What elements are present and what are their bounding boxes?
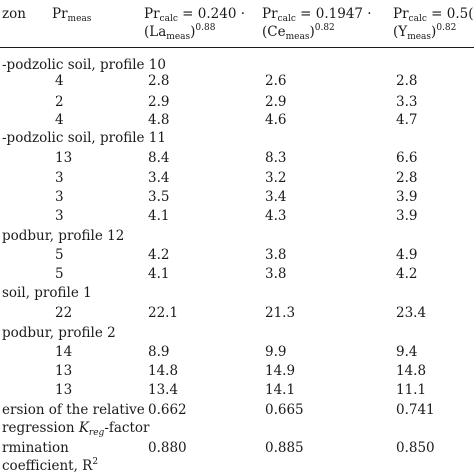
cell-pr-meas: 3 xyxy=(55,189,64,205)
cell-la-calc: 2.8 xyxy=(148,73,170,89)
cell-ce-calc: 3.2 xyxy=(265,170,287,186)
cell-la-calc: 22.1 xyxy=(148,305,179,321)
cell-ce-calc: 2.6 xyxy=(265,73,287,89)
cell-la-calc: 8.9 xyxy=(148,344,170,360)
cell-la-calc: 14.8 xyxy=(148,363,179,379)
cell-ce-calc: 9.9 xyxy=(265,344,287,360)
group-label: podbur, profile 2 xyxy=(2,325,116,341)
cell-pr-meas: 3 xyxy=(55,208,64,224)
group-label: -podzolic soil, profile 10 xyxy=(2,57,166,73)
cell-la-calc: 2.9 xyxy=(148,94,170,110)
group-label: soil, profile 1 xyxy=(2,285,92,301)
cell-pr-meas: 4 xyxy=(55,73,64,89)
dispersion-la: 0.662 xyxy=(148,402,187,418)
cell-la-calc: 4.1 xyxy=(148,208,170,224)
cell-pr-meas: 14 xyxy=(55,344,73,360)
cell-ce-calc: 14.1 xyxy=(265,382,296,398)
cell-y-calc: 2.8 xyxy=(396,73,418,89)
dispersion-ce: 0.665 xyxy=(265,402,304,418)
cell-y-calc: 23.4 xyxy=(396,305,427,321)
cell-y-calc: 9.4 xyxy=(396,344,418,360)
determination-label-line2: coefficient, R2 xyxy=(2,457,99,474)
cell-pr-meas: 5 xyxy=(55,266,64,282)
header-pr-meas: Prmeas xyxy=(52,6,92,24)
cell-pr-meas: 13 xyxy=(55,382,73,398)
header-ce-formula-line1: Prcalc = 0.1947 · xyxy=(262,6,372,24)
cell-ce-calc: 2.9 xyxy=(265,94,287,110)
cell-pr-meas: 22 xyxy=(55,305,73,321)
cell-la-calc: 3.4 xyxy=(148,170,170,186)
cell-y-calc: 4.7 xyxy=(396,112,418,128)
group-label: podbur, profile 12 xyxy=(2,228,125,244)
cell-y-calc: 3.3 xyxy=(396,94,418,110)
cell-y-calc: 14.8 xyxy=(396,363,427,379)
cell-y-calc: 4.2 xyxy=(396,266,418,282)
cell-ce-calc: 4.3 xyxy=(265,208,287,224)
cell-y-calc: 3.9 xyxy=(396,208,418,224)
cell-pr-meas: 5 xyxy=(55,247,64,263)
determination-ce: 0.885 xyxy=(265,440,304,456)
cell-y-calc: 4.9 xyxy=(396,247,418,263)
cell-pr-meas: 13 xyxy=(55,150,73,166)
header-divider xyxy=(0,47,474,48)
cell-y-calc: 2.8 xyxy=(396,170,418,186)
dispersion-label-line2: regression Kreg-factor xyxy=(2,420,150,438)
cell-y-calc: 6.6 xyxy=(396,150,418,166)
cell-y-calc: 11.1 xyxy=(396,382,427,398)
cell-la-calc: 4.8 xyxy=(148,112,170,128)
determination-label-line1: rmination xyxy=(2,440,69,456)
cell-pr-meas: 13 xyxy=(55,363,73,379)
header-y-formula-line1: Prcalc = 0.5( xyxy=(393,6,474,24)
group-label: -podzolic soil, profile 11 xyxy=(2,130,166,146)
cell-ce-calc: 3.8 xyxy=(265,266,287,282)
cell-pr-meas: 4 xyxy=(55,112,64,128)
header-la-formula-line2: (Lameas)0.88 xyxy=(144,23,216,42)
cell-ce-calc: 14.9 xyxy=(265,363,296,379)
determination-y: 0.850 xyxy=(396,440,435,456)
cell-la-calc: 3.5 xyxy=(148,189,170,205)
header-horizon: zon xyxy=(2,6,26,22)
cell-ce-calc: 3.8 xyxy=(265,247,287,263)
cell-la-calc: 4.1 xyxy=(148,266,170,282)
dispersion-y: 0.741 xyxy=(396,402,435,418)
cell-ce-calc: 3.4 xyxy=(265,189,287,205)
header-ce-formula-line2: (Cemeas)0.82 xyxy=(262,23,335,42)
cell-ce-calc: 4.6 xyxy=(265,112,287,128)
dispersion-label-line1: ersion of the relative xyxy=(2,402,145,418)
determination-la: 0.880 xyxy=(148,440,187,456)
cell-y-calc: 3.9 xyxy=(396,189,418,205)
header-la-formula-line1: Prcalc = 0.240 · xyxy=(144,6,245,24)
cell-pr-meas: 3 xyxy=(55,170,64,186)
cell-la-calc: 4.2 xyxy=(148,247,170,263)
cell-ce-calc: 8.3 xyxy=(265,150,287,166)
cell-ce-calc: 21.3 xyxy=(265,305,296,321)
cell-pr-meas: 2 xyxy=(55,94,64,110)
cell-la-calc: 13.4 xyxy=(148,382,179,398)
header-y-formula-line2: (Ymeas)0.82 xyxy=(393,23,457,42)
cell-la-calc: 8.4 xyxy=(148,150,170,166)
